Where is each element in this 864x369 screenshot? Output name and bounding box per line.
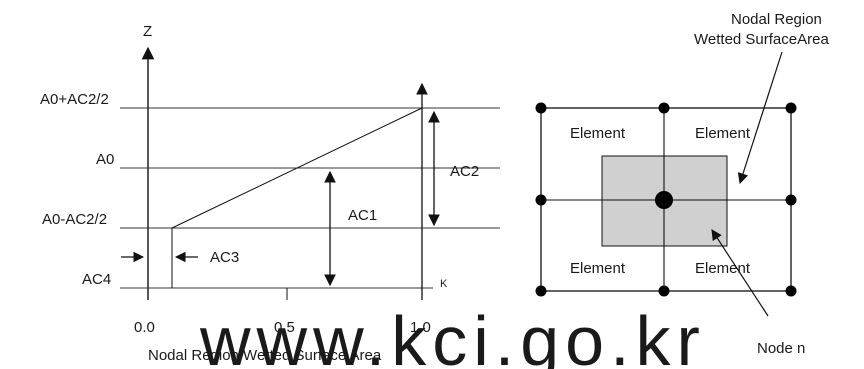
x-tick-label-0: 0.0 xyxy=(134,319,155,336)
node-bottom-right xyxy=(785,285,797,297)
ac1-label: AC1 xyxy=(348,207,377,224)
node-top-right xyxy=(785,102,797,114)
right-diagram: Element Element Element Element Nodal Re… xyxy=(535,11,829,357)
level-label-top: A0+AC2/2 xyxy=(40,91,109,108)
region-label-line1: Nodal Region xyxy=(731,11,822,28)
element-label-bottom-right: Element xyxy=(695,260,751,277)
element-label-top-right: Element xyxy=(695,125,751,142)
x-end-label: K xyxy=(440,278,448,290)
node-bottom-mid xyxy=(658,285,670,297)
level-label-low: A0-AC2/2 xyxy=(42,211,107,228)
x-tick-label-2: 1.0 xyxy=(410,319,431,336)
node-center xyxy=(655,191,673,209)
region-pointer-arrow xyxy=(737,51,783,185)
node-bottom-left xyxy=(535,285,547,297)
node-label: Node n xyxy=(757,340,805,357)
ac2-label: AC2 xyxy=(450,163,479,180)
node-pointer-arrow xyxy=(711,229,769,317)
x-axis-title: Nodal Region Wetted Surface Area xyxy=(148,347,382,364)
element-label-top-left: Element xyxy=(570,125,626,142)
element-label-bottom-left: Element xyxy=(570,260,626,277)
ac3-label: AC3 xyxy=(210,249,239,266)
z-axis-label: Z xyxy=(143,23,152,40)
region-label-line2: Wetted SurfaceArea xyxy=(694,31,829,48)
watermark: www.kci.go.kr xyxy=(199,302,706,369)
node-mid-left xyxy=(535,194,547,206)
level-label-bottom: AC4 xyxy=(82,271,111,288)
level-label-mid: A0 xyxy=(96,151,114,168)
node-top-left xyxy=(535,102,547,114)
ramp-line xyxy=(171,107,423,229)
x-tick-label-1: 0.5 xyxy=(274,319,295,336)
node-top-mid xyxy=(658,102,670,114)
node-mid-right xyxy=(785,194,797,206)
left-diagram: Z A0+AC2/2 A0 A0-AC2/2 AC4 K 0.0 0.5 1.0… xyxy=(40,23,500,364)
